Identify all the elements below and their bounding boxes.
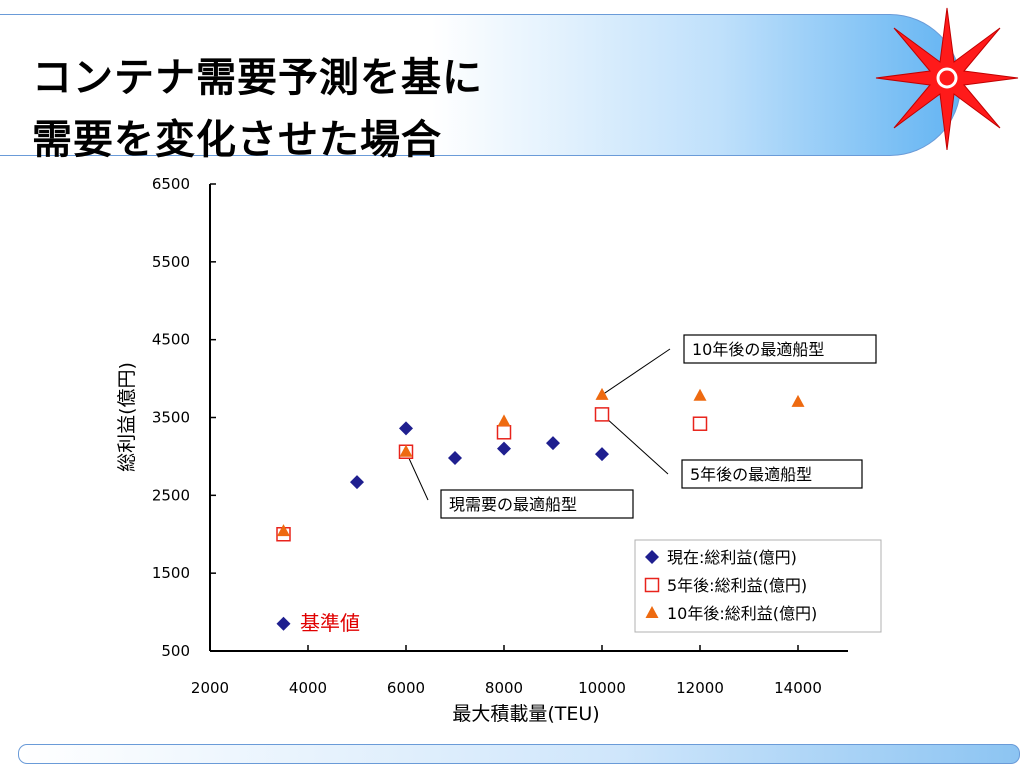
x-tick-label: 4000 [289,679,327,697]
legend-marker [645,606,659,618]
scatter-chart: 500 1500 2500 3500 4500 5500 6500 2000 4000 6000 8… [116,175,882,725]
callout-label: 10年後の最適船型 [692,340,824,359]
callout-box [440,489,634,519]
x-tick-label: 12000 [676,679,724,697]
slide-title-line-2: 需要を変化させた場合 [32,117,442,163]
data-point [594,407,610,422]
x-tick-label: 2000 [191,679,229,697]
data-point [399,421,413,436]
legend-box [634,539,882,633]
data-point [546,436,560,451]
data-point [595,387,609,400]
data-point [791,394,805,407]
legend-label: 10年後:総利益(億円) [667,604,817,623]
data-point [350,475,364,490]
legend-label: 5年後:総利益(億円) [667,576,807,595]
callout-leader-line [405,451,429,501]
callout-leader-line [601,414,669,475]
legend: 現在:総利益(億円) 5年後:総利益(億円) 10年後:総利益(億円) [634,539,882,633]
y-tick-label: 5500 [152,253,190,271]
data-point [595,447,609,462]
y-tick-label: 3500 [152,409,190,427]
compass-star-shape [875,7,1019,151]
x-tick-label: 10000 [578,679,626,697]
y-tick-label: 1500 [152,564,190,582]
data-point [277,524,290,537]
callout-box [683,334,877,364]
callout-label: 現需要の最適船型 [449,495,577,514]
y-tick-label: 6500 [152,175,190,193]
x-tick-label: 6000 [387,679,425,697]
title-band: コンテナ需要予測を基に 需要を変化させた場合 [0,14,961,163]
y-tick-label: 4500 [152,331,190,349]
y-tick-label: 2500 [152,486,190,504]
data-point [497,441,511,456]
legend-marker [644,577,660,593]
legend-label: 現在:総利益(億円) [667,548,797,567]
callout-leader-line [601,348,671,396]
data-point [497,414,511,427]
data-point [692,416,708,431]
tick-labels: 500 1500 2500 3500 4500 5500 6500 2000 4000 6000 8… [152,175,822,697]
data-point [496,425,512,440]
callout-box [681,459,863,489]
compass-center-ring [936,67,958,89]
legend-marker [645,550,659,564]
footer-bar [18,744,1020,764]
compass-star-icon [875,7,1019,151]
y-axis-title: 総利益(億円) [116,362,138,472]
data-points [276,387,805,631]
x-tick-label: 14000 [774,679,822,697]
data-point [276,616,291,631]
x-axis-title: 最大積載量(TEU) [452,703,599,725]
x-tick-label: 8000 [485,679,523,697]
data-point [399,444,413,457]
callout-label: 5年後の最適船型 [690,465,812,484]
baseline-label: 基準値 [300,611,360,635]
data-point [448,450,462,465]
slide-title-line-1: コンテナ需要予測を基に [32,55,483,101]
data-point [693,388,707,401]
y-tick-label: 500 [161,642,190,660]
